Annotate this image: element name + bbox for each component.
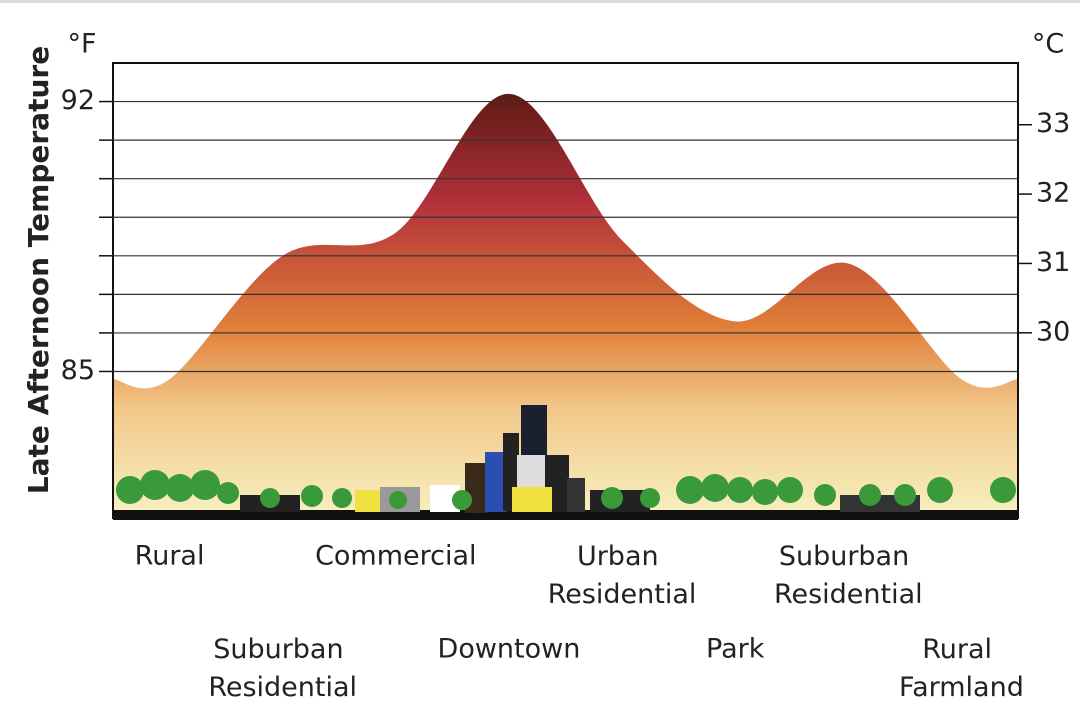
x-tick-label: Park — [706, 634, 765, 665]
y-unit: °F — [67, 29, 96, 60]
x-tick-label: Rural Farmland — [899, 634, 1024, 703]
x-tick-label: Commercial — [315, 541, 477, 572]
x-tick-label: Urban Residential — [548, 541, 697, 610]
x-tick-label: Suburban Residential — [208, 634, 357, 703]
x-tick-label: Downtown — [438, 634, 581, 665]
temperature-area — [113, 93, 1018, 518]
top-border — [0, 0, 1080, 3]
y-tick-label: 92 — [61, 85, 95, 116]
y-tick-label: 85 — [61, 355, 95, 386]
y2-tick-label: 32 — [1036, 178, 1070, 209]
y2-tick-label: 30 — [1036, 316, 1070, 347]
y2-tick-label: 33 — [1036, 108, 1070, 139]
x-tick-label: Suburban Residential — [774, 541, 923, 610]
y2-tick-label: 31 — [1036, 247, 1070, 278]
city-skyline — [113, 405, 1018, 520]
y2-unit: °C — [1032, 29, 1064, 60]
x-tick-label: Rural — [135, 541, 205, 572]
y-axis-label: Late Afternoon Temperature — [22, 46, 55, 494]
